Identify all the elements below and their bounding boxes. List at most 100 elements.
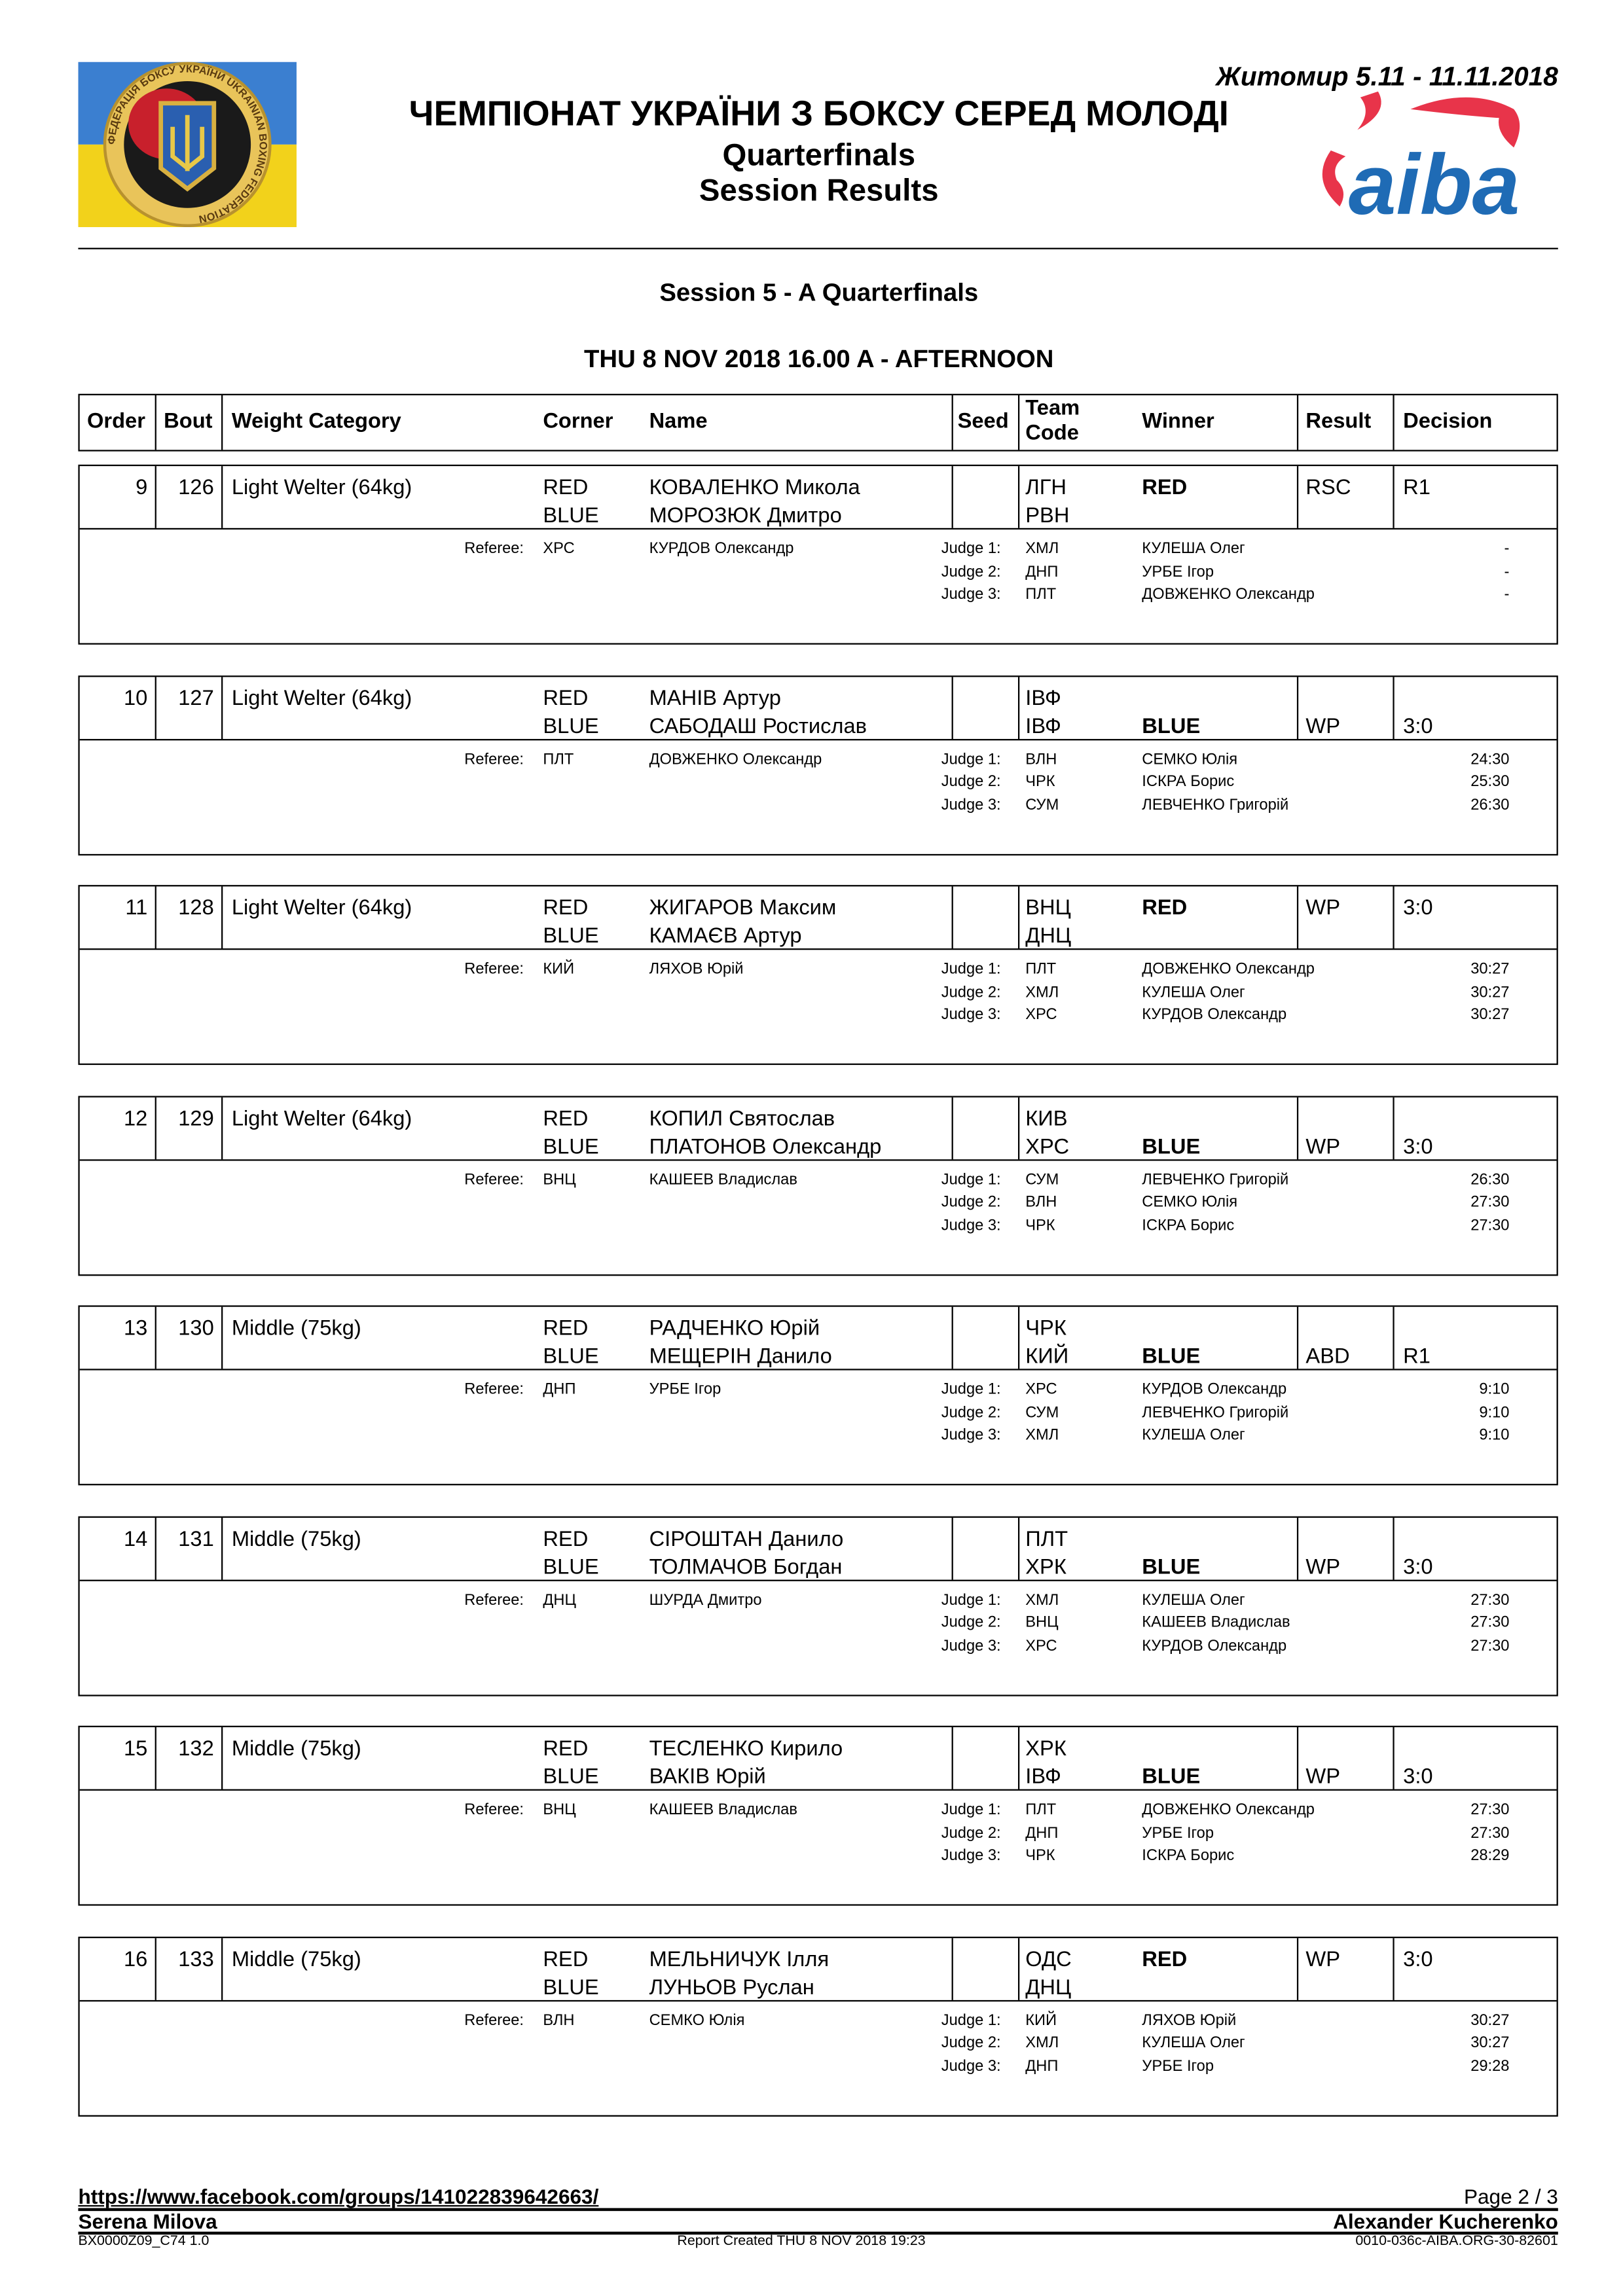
red-boxer-name: КОВАЛЕНКО Микола [649,476,860,500]
red-corner-label: RED [543,476,589,500]
bout-order: 11 [125,897,148,921]
judge-code: ДНП [1025,1823,1059,1842]
judge-score: 26:30 [1470,1170,1510,1189]
blue-boxer-name: КАМАЄВ Артур [649,925,802,949]
footer-left-name: Serena Milova [78,2209,217,2233]
result: WP [1305,897,1341,921]
blue-team-code: ІВФ [1025,714,1061,738]
judge-label: Judge 1: [941,749,1001,768]
referee-label: Referee: [464,1590,524,1609]
report-created: Report Created THU 8 NOV 2018 19:23 [677,2233,926,2250]
referee-label: Referee: [464,1170,524,1189]
footer-divider-1 [78,2208,1558,2212]
referee-label: Referee: [464,1380,524,1399]
referee-name: КАШЕЕВ Владислав [649,1170,797,1189]
judge-name: УРБЕ Ігор [1142,1823,1214,1842]
judge-name: ДОВЖЕНКО Олександр [1142,586,1315,604]
judge-label: Judge 3: [941,2057,1001,2075]
footer-link[interactable]: https://www.facebook.com/groups/14102283… [78,2184,599,2208]
weight-category: Light Welter (64kg) [231,1107,412,1131]
blue-team-code: ДНЦ [1025,925,1072,949]
bout-number: 127 [178,687,214,711]
referee-name: ЛЯХОВ Юрій [649,960,744,978]
blue-corner-label: BLUE [543,1765,599,1789]
decision: 3:0 [1403,1135,1433,1159]
judge-label: Judge 2: [941,1613,1001,1632]
judge-score: 26:30 [1470,796,1510,814]
blue-boxer-name: САБОДАШ Ростислав [649,714,867,738]
bout-order: 10 [123,687,148,711]
judge-label: Judge 1: [941,1590,1001,1609]
judge-score: 30:27 [1470,983,1510,1001]
table-header: Order Bout Weight Category Corner Name S… [78,393,1558,452]
referee-code: ВНЦ [543,1170,576,1189]
blue-corner-label: BLUE [543,1345,599,1369]
judge-name: ЛЕВЧЕНКО Григорій [1142,796,1289,814]
bout-order: 9 [136,476,148,500]
bout-number: 131 [178,1527,214,1551]
red-team-code: ВНЦ [1025,897,1071,921]
decision: 3:0 [1403,1555,1433,1579]
judge-name: КУЛЕША Олег [1142,539,1245,558]
winner: RED [1142,476,1188,500]
red-team-code: КИВ [1025,1107,1068,1131]
judge-label: Judge 2: [941,2034,1001,2053]
col-code: Code [1025,422,1079,446]
judge-code: ХРС [1025,1006,1057,1024]
blue-boxer-name: ТОЛМАЧОВ Богдан [649,1555,843,1579]
judge-code: ХМЛ [1025,1427,1059,1445]
doc-code: BX0000Z09_C74 1.0 [78,2233,210,2250]
judge-name: ЛЯХОВ Юрій [1142,2011,1237,2029]
judge-label: Judge 2: [941,1403,1001,1422]
red-corner-label: RED [543,1317,589,1341]
judge-score: 9:10 [1479,1403,1510,1422]
red-team-code: ОДС [1025,1947,1072,1971]
footer-divider-2 [78,2231,1558,2235]
blue-boxer-name: ПЛАТОНОВ Олександр [649,1135,882,1159]
session-title: Session 5 - A Quarterfinals [659,278,979,307]
referee-label: Referee: [464,960,524,978]
referee-code: ДНЦ [543,1590,576,1609]
judge-name: КУЛЕША Олег [1142,1427,1245,1445]
red-team-code: ПЛТ [1025,1527,1068,1551]
judge-score: 25:30 [1470,773,1510,791]
weight-category: Middle (75kg) [231,1947,361,1971]
winner: RED [1142,897,1188,921]
decision: R1 [1403,1345,1431,1369]
judge-label: Judge 1: [941,539,1001,558]
judge-name: ІСКРА Борис [1142,1216,1235,1235]
blue-team-code: РВН [1025,504,1070,528]
red-boxer-name: КОПИЛ Святослав [649,1107,835,1131]
judge-name: СЕМКО Юлія [1142,749,1238,768]
result: RSC [1305,476,1351,500]
bout-number: 133 [178,1947,214,1971]
winner: BLUE [1142,1135,1201,1159]
doc-id: 0010-036c-AIBA.ORG-30-82601 [1355,2233,1558,2250]
judge-score: 27:30 [1470,1193,1510,1211]
blue-team-code: КИЙ [1025,1345,1069,1369]
weight-category: Light Welter (64kg) [231,897,412,921]
judge-label: Judge 3: [941,586,1001,604]
judge-code: ПЛТ [1025,960,1057,978]
blue-boxer-name: МОРОЗЮК Дмитро [649,504,842,528]
bout-number: 132 [178,1737,214,1761]
session-datetime: THU 8 NOV 2018 16.00 A - AFTERNOON [584,345,1054,374]
judge-score: - [1504,563,1510,581]
judge-name: ЛЕВЧЕНКО Григорій [1142,1403,1289,1422]
weight-category: Middle (75kg) [231,1527,361,1551]
judge-name: ІСКРА Борис [1142,773,1235,791]
judge-score: 27:30 [1470,1801,1510,1819]
judge-code: ДНП [1025,563,1059,581]
blue-corner-label: BLUE [543,1135,599,1159]
judge-label: Judge 3: [941,1637,1001,1655]
judge-code: ПЛТ [1025,586,1057,604]
judge-code: ХРС [1025,1637,1057,1655]
judge-code: ВЛН [1025,749,1057,768]
judge-label: Judge 3: [941,1006,1001,1024]
judge-code: СУМ [1025,1403,1059,1422]
blue-corner-label: BLUE [543,714,599,738]
judge-score: 30:27 [1470,1006,1510,1024]
col-corner: Corner [543,410,613,434]
judge-label: Judge 3: [941,796,1001,814]
